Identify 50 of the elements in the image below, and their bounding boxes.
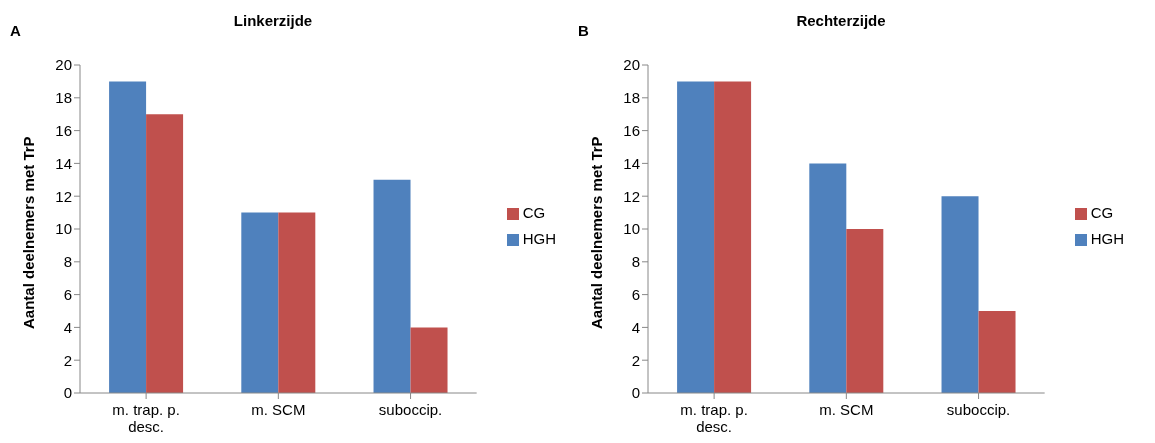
chart-title: Rechterzijde (795, 12, 887, 29)
text: B (578, 22, 589, 39)
x-tick-label: m. trap. p. desc. (680, 401, 748, 435)
y-tick-label: 2 (63, 351, 72, 369)
y-tick-label: 20 (623, 56, 640, 74)
bar (410, 327, 448, 393)
y-tick-label: 10 (55, 220, 72, 238)
y-tick-label: 0 (631, 384, 640, 402)
y-tick-label: 0 (63, 384, 72, 402)
bar (941, 196, 979, 393)
legend-label: HGH (1090, 229, 1124, 247)
y-tick-label: 12 (55, 187, 72, 205)
bar (278, 212, 316, 393)
bar (978, 311, 1016, 393)
x-tick-label: suboccip. (378, 401, 443, 418)
y-axis-title: Aantal deelnemers met TrP (20, 136, 38, 329)
text: A (10, 22, 21, 39)
y-tick-label: 6 (63, 285, 72, 303)
y-tick-label: 10 (623, 220, 640, 238)
bar (809, 163, 847, 393)
y-tick-label: 18 (55, 89, 72, 107)
bar (373, 179, 411, 393)
bar (846, 229, 884, 393)
y-tick-label: 8 (631, 253, 640, 271)
legend-label: CG (1090, 203, 1114, 221)
bar (714, 81, 752, 393)
y-tick-label: 16 (623, 121, 640, 139)
y-tick-label: 12 (623, 187, 640, 205)
y-axis-title: Aantal deelnemers met TrP (588, 136, 606, 329)
bar (677, 81, 715, 393)
bar (109, 81, 147, 393)
y-tick-label: 20 (55, 56, 72, 74)
y-tick-label: 4 (63, 318, 72, 336)
x-tick-label: m. trap. p. desc. (112, 401, 180, 435)
y-tick-label: 14 (55, 154, 72, 172)
y-tick-label: 2 (631, 351, 640, 369)
y-tick-label: 18 (623, 89, 640, 107)
x-tick-label: suboccip. (946, 401, 1011, 418)
bar (146, 114, 184, 393)
y-tick-label: 16 (55, 121, 72, 139)
y-tick-label: 4 (631, 318, 640, 336)
legend-label: CG (522, 203, 546, 221)
legend-label: HGH (522, 229, 556, 247)
chart-title: Linkerzijde (232, 12, 314, 29)
y-tick-label: 14 (623, 154, 640, 172)
y-tick-label: 6 (631, 285, 640, 303)
x-tick-label: m. SCM (819, 401, 874, 418)
bar (241, 212, 279, 393)
y-tick-label: 8 (63, 253, 72, 271)
x-tick-label: m. SCM (251, 401, 306, 418)
